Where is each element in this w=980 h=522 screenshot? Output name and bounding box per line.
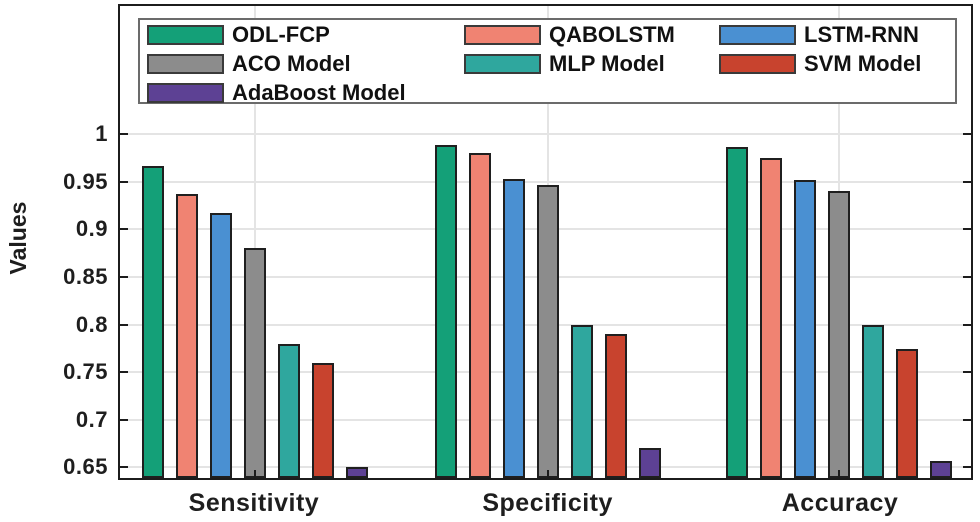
y-tick-mark-left <box>120 371 128 374</box>
bar-adaboost-model-specificity <box>638 448 661 478</box>
bar-adaboost-model-accuracy <box>929 460 952 478</box>
bar-aco-model-specificity <box>536 184 559 478</box>
legend-label-qabolstm: QABOLSTM <box>549 22 675 47</box>
y-tick-mark-right <box>963 371 971 374</box>
y-tick-mark-right <box>963 323 971 326</box>
x-category-label-accuracy: Accuracy <box>781 489 899 517</box>
y-tick-label: 1 <box>95 121 108 147</box>
bar-aco-model-accuracy <box>827 191 850 478</box>
bar-aco-model-sensitivity <box>244 248 267 478</box>
bar-qabolstm-specificity <box>468 153 491 478</box>
legend-swatch-aco-model <box>147 54 224 74</box>
bar-odl-fcp-accuracy <box>725 147 748 478</box>
x-category-label-sensitivity: Sensitivity <box>188 489 320 517</box>
legend-label-lstm-rnn: LSTM-RNN <box>804 22 919 47</box>
y-tick-mark-left <box>120 275 128 278</box>
legend-label-odl-fcp: ODL-FCP <box>232 22 330 47</box>
legend-swatch-qabolstm <box>464 25 541 45</box>
y-tick-mark-right <box>963 275 971 278</box>
bar-qabolstm-accuracy <box>759 157 782 478</box>
legend-swatch-mlp-model <box>464 54 541 74</box>
bar-mlp-model-sensitivity <box>278 343 301 478</box>
y-tick-mark-left <box>120 466 128 469</box>
y-tick-label: 0.75 <box>63 359 108 385</box>
gridline-vertical <box>254 6 257 478</box>
bar-svm-model-specificity <box>604 334 627 478</box>
y-tick-mark-left <box>120 323 128 326</box>
y-tick-label: 0.9 <box>75 216 108 242</box>
legend-label-adaboost-model: AdaBoost Model <box>232 80 406 105</box>
y-tick-mark-right <box>963 418 971 421</box>
gridline-horizontal <box>120 133 971 136</box>
bar-lstm-rnn-specificity <box>502 178 525 478</box>
legend: ODL-FCP QABOLSTM LSTM-RNN ACO Model MLP Mode… <box>138 18 957 105</box>
y-tick-mark-right <box>963 466 971 469</box>
y-tick-mark-left <box>120 180 128 183</box>
y-tick-mark-right <box>963 228 971 231</box>
legend-label-aco-model: ACO Model <box>232 51 351 76</box>
y-tick-mark-right <box>963 133 971 136</box>
bar-odl-fcp-sensitivity <box>142 165 165 478</box>
x-category-label-specificity: Specificity <box>482 489 613 517</box>
bar-svm-model-accuracy <box>895 349 918 478</box>
x-tick-mark <box>546 470 549 478</box>
y-tick-label: 0.7 <box>75 406 108 432</box>
legend-swatch-odl-fcp <box>147 25 224 45</box>
y-tick-label: 0.95 <box>63 168 108 194</box>
legend-swatch-lstm-rnn <box>719 25 796 45</box>
legend-swatch-adaboost-model <box>147 83 224 103</box>
legend-swatch-svm-model <box>719 54 796 74</box>
bar-lstm-rnn-accuracy <box>793 179 816 478</box>
y-tick-mark-right <box>963 180 971 183</box>
legend-label-svm-model: SVM Model <box>804 51 922 76</box>
bar-lstm-rnn-sensitivity <box>210 213 233 478</box>
bar-mlp-model-specificity <box>570 324 593 478</box>
y-tick-mark-left <box>120 133 128 136</box>
bar-odl-fcp-specificity <box>434 144 457 478</box>
x-tick-mark <box>254 470 257 478</box>
x-tick-mark <box>837 470 840 478</box>
bar-svm-model-sensitivity <box>312 362 335 478</box>
y-tick-mark-left <box>120 418 128 421</box>
y-tick-label: 0.85 <box>63 263 108 289</box>
bar-qabolstm-sensitivity <box>176 194 199 478</box>
bar-adaboost-model-sensitivity <box>346 467 369 478</box>
legend-label-mlp-model: MLP Model <box>549 51 665 76</box>
y-tick-mark-left <box>120 228 128 231</box>
y-tick-label: 0.8 <box>75 311 108 337</box>
gridline-horizontal <box>120 180 971 183</box>
bar-mlp-model-accuracy <box>861 325 884 478</box>
y-tick-label: 0.65 <box>63 454 108 480</box>
